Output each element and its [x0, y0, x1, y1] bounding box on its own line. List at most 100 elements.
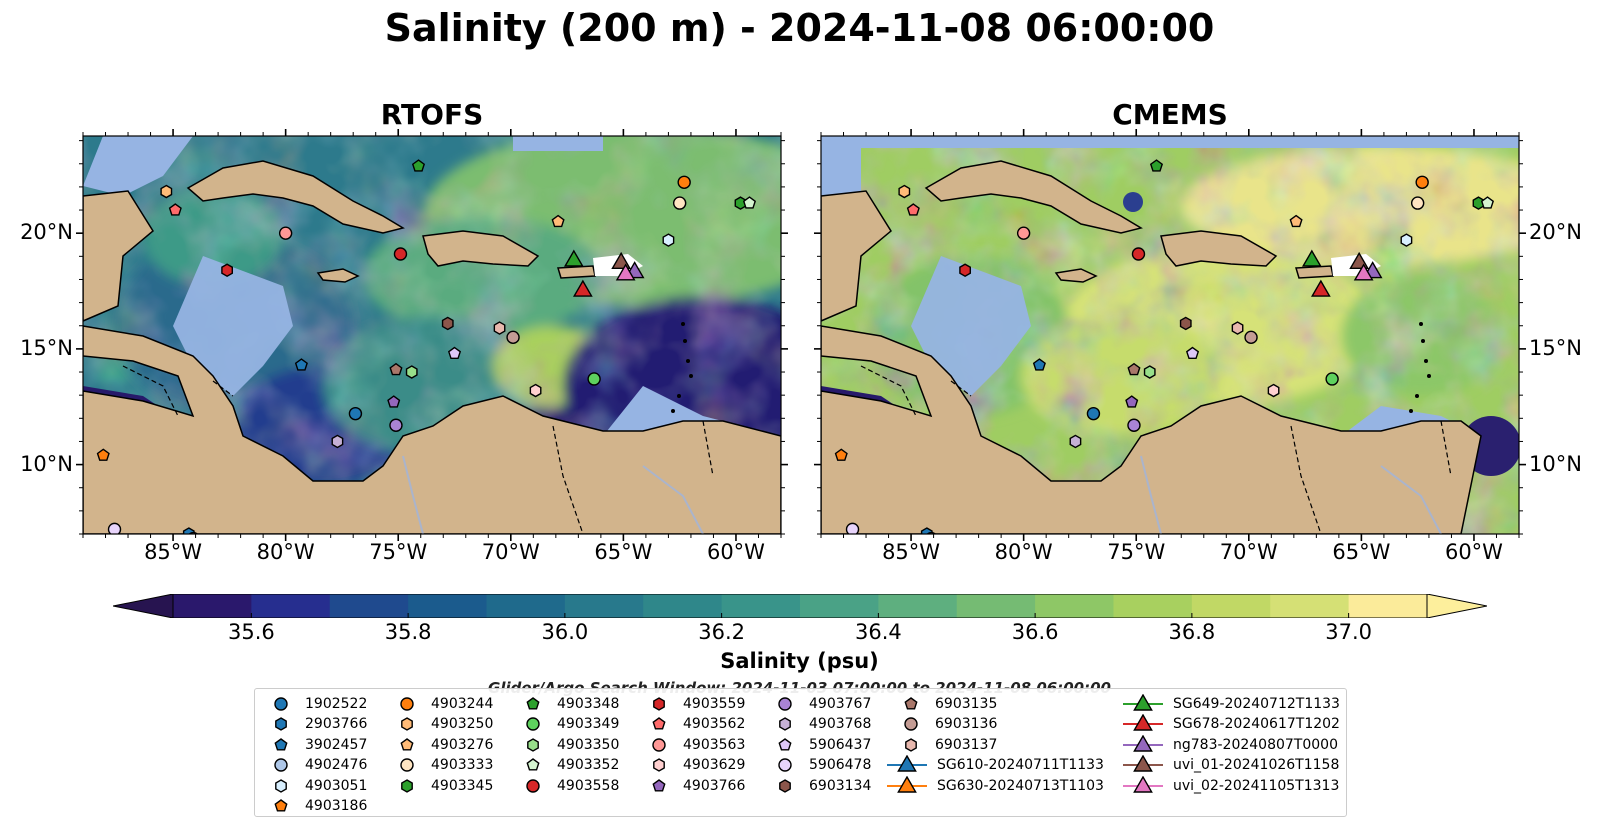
legend-label: 4902476 [305, 757, 368, 774]
legend-label: 4903244 [431, 696, 494, 712]
legend-label: 4903562 [683, 716, 746, 733]
legend-label: SG610-20240711T1133 [937, 757, 1104, 774]
colorbar-extend-high [1426, 594, 1487, 618]
legend-marker [275, 717, 287, 732]
figure-title: Salinity (200 m) - 2024-11-08 06:00:00 [384, 6, 1215, 50]
legend-label: 4903345 [431, 777, 494, 794]
legend-marker [400, 697, 414, 711]
legend-marker [905, 737, 917, 752]
legend-marker [897, 755, 917, 772]
colorbar [113, 594, 1487, 618]
legend-marker [400, 758, 414, 772]
cmems-map [821, 136, 1519, 534]
colorbar-segment [1035, 594, 1114, 618]
float-marker-4903244 [1415, 175, 1429, 189]
float-marker-4903767 [389, 418, 403, 432]
lat-tick-label-left: 15°N [20, 335, 73, 360]
colorbar-tick-label: 36.2 [698, 620, 746, 644]
colorbar-tick-label: 36.4 [854, 620, 902, 644]
legend-label: 4903276 [431, 736, 494, 753]
colorbar-segment [1270, 594, 1350, 618]
colorbar-segment [1113, 594, 1193, 618]
float-marker-4903563 [1016, 226, 1031, 240]
legend-marker [652, 717, 666, 730]
float-marker-6903134 [1179, 316, 1192, 331]
legend-label: 4903333 [431, 757, 494, 774]
legend-label: SG678-20240617T1202 [1173, 716, 1340, 733]
lat-tick-label-right: 15°N [1529, 335, 1582, 360]
legend-label: uvi_02-20241105T1313 [1173, 777, 1340, 794]
float-marker-5906478 [845, 522, 860, 534]
legend-label: uvi_01-20241026T1158 [1173, 757, 1340, 774]
legend-label: 1902522 [305, 696, 368, 712]
float-marker-5906478 [107, 522, 122, 534]
float-marker-6903136 [1244, 330, 1258, 345]
float-marker-4903629 [1267, 383, 1280, 398]
legend-marker [1133, 775, 1153, 793]
lon-tick-label: 75°W [1107, 540, 1166, 564]
lon-tick-label: 80°W [256, 540, 315, 564]
float-marker-4903559 [221, 263, 234, 278]
float-marker-1902522 [348, 406, 363, 421]
legend-label: 4903767 [809, 696, 872, 712]
legend-marker [897, 775, 917, 793]
float-marker-6903134 [441, 316, 454, 331]
float-marker-6903137 [1231, 321, 1244, 335]
legend-marker [526, 758, 540, 771]
colorbar-segment [1191, 594, 1271, 618]
legend-marker [904, 697, 918, 710]
legend-marker [526, 717, 540, 732]
float-marker-1902522 [1086, 406, 1101, 421]
colorbar-extend-low [113, 594, 174, 618]
legend-marker [274, 737, 288, 751]
legend-label: ng783-20240807T0000 [1173, 736, 1338, 753]
legend: 1902522 2903766 3902457 4902476 4903051 49031… [254, 688, 1347, 817]
lon-tick-label: 60°W [1444, 540, 1503, 564]
legend-label: SG630-20240713T1103 [937, 777, 1104, 794]
colorbar-tick-label: 35.8 [384, 620, 432, 644]
float-marker-4903051 [662, 233, 675, 247]
legend-marker [778, 697, 792, 711]
legend-label: 4903051 [305, 777, 368, 794]
lon-tick-label: 70°W [481, 540, 540, 564]
legend-label: 4903186 [305, 798, 368, 814]
colorbar-segment [956, 594, 1036, 618]
colorbar-segment [329, 594, 409, 618]
float-marker-4903333 [1410, 196, 1425, 210]
legend-marker [526, 697, 540, 710]
lon-tick-label: 80°W [994, 540, 1053, 564]
lat-tick-label-left: 10°N [20, 451, 73, 476]
lat-tick-label-right: 20°N [1529, 220, 1582, 245]
lon-tick-label: 65°W [1332, 540, 1391, 564]
colorbar-segment [251, 594, 331, 618]
float-marker-4903558 [393, 247, 408, 261]
colorbar-tick-label: 36.6 [1011, 620, 1059, 644]
float-marker-4903349 [587, 372, 601, 386]
colorbar-segment [878, 594, 958, 618]
colorbar-tick-label: 35.6 [227, 620, 275, 644]
legend-marker [1133, 694, 1153, 711]
colorbar-segment [408, 594, 487, 618]
float-marker-6903137 [493, 321, 506, 335]
colorbar-tick-label: 37.0 [1325, 620, 1373, 644]
float-marker-4903350 [405, 365, 418, 379]
legend-marker [1133, 734, 1153, 752]
legend-marker [526, 778, 540, 793]
legend-marker [274, 799, 288, 812]
lat-tick-label-right: 10°N [1529, 451, 1582, 476]
float-marker-4903350 [1143, 365, 1156, 379]
lon-tick-label: 85°W [144, 540, 203, 564]
legend-marker [1133, 714, 1153, 732]
colorbar-segment [564, 594, 644, 618]
legend-marker [275, 778, 287, 793]
float-marker-4903559 [959, 263, 972, 278]
legend-label: 5906437 [809, 736, 872, 753]
colorbar-tick-label: 36.8 [1168, 620, 1216, 644]
legend-marker [274, 697, 288, 711]
legend-marker [274, 758, 288, 772]
lat-tick-label-left: 20°N [20, 220, 73, 245]
float-marker-4903563 [278, 226, 293, 240]
colorbar-segment [643, 594, 723, 618]
colorbar-segment [173, 594, 252, 618]
colorbar-tick-label: 36.0 [541, 620, 589, 644]
